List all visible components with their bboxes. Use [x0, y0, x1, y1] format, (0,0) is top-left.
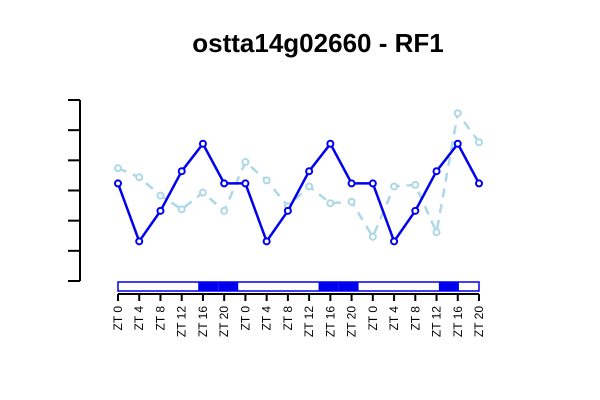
- bar-segment-light: [158, 282, 179, 291]
- bar-segment-light: [418, 282, 439, 291]
- bar-segment-light: [458, 282, 479, 291]
- bar-border: [117, 281, 480, 292]
- data-point: [453, 109, 462, 118]
- data-point: [326, 199, 335, 208]
- x-tick-label: ZT 16: [323, 306, 337, 337]
- chart-title: ostta14g02660 - RF1: [192, 28, 443, 58]
- x-tick-label: ZT 16: [451, 306, 465, 337]
- data-point: [453, 139, 462, 148]
- data-point: [156, 206, 165, 215]
- x-tick-label: ZT 0: [111, 306, 125, 331]
- series-dashed: [114, 109, 483, 241]
- data-point: [368, 232, 377, 241]
- data-point: [262, 237, 271, 246]
- data-point: [305, 167, 314, 176]
- data-point: [347, 197, 356, 206]
- x-tick-label: ZT 20: [345, 306, 359, 337]
- bar-segment-light: [178, 282, 199, 291]
- x-tick-label: ZT 4: [387, 306, 401, 331]
- bar-segment-light: [258, 282, 279, 291]
- data-point: [198, 188, 207, 197]
- bar-segment-light: [278, 282, 299, 291]
- data-point: [177, 167, 186, 176]
- data-point: [241, 158, 250, 167]
- bar-segment-light: [378, 282, 399, 291]
- bar-segment-light: [118, 282, 139, 291]
- data-point: [390, 237, 399, 246]
- x-tick-label: ZT 16: [196, 306, 210, 337]
- series-layer: [114, 109, 483, 246]
- bar-segment-dark: [338, 282, 359, 291]
- y-axis: [68, 99, 81, 282]
- bar-segment-light: [138, 282, 159, 291]
- data-point: [241, 179, 250, 188]
- x-tick-label: ZT 8: [281, 306, 295, 331]
- series-line: [117, 110, 481, 240]
- bar-segment-dark: [438, 282, 459, 291]
- data-point: [432, 167, 441, 176]
- bar-segment-dark: [198, 282, 219, 291]
- series-line: [116, 141, 481, 244]
- bar-segment-dark: [318, 282, 339, 291]
- light-dark-bar: [117, 281, 480, 292]
- data-point: [432, 228, 441, 237]
- data-point: [114, 179, 122, 188]
- data-point: [114, 164, 122, 173]
- bar-segment-light: [398, 282, 419, 291]
- bar-segment-light: [298, 282, 319, 291]
- bar-segment-light: [238, 282, 259, 291]
- data-point: [390, 182, 399, 191]
- data-point: [283, 206, 292, 215]
- x-tick-label: ZT 0: [238, 306, 252, 331]
- x-tick-label: ZT 12: [430, 306, 444, 337]
- data-point: [135, 237, 144, 246]
- data-point: [326, 139, 335, 148]
- data-point: [220, 179, 229, 188]
- x-tick-label: ZT 0: [366, 306, 380, 331]
- data-point: [220, 206, 229, 215]
- x-axis: ZT 0 ZT 4 ZT 8 ZT 12 ZT 16 ZT 20 ZT 0 ZT 4 ZT 8 Z…: [111, 293, 486, 337]
- x-tick-label: ZT 12: [175, 306, 189, 337]
- data-point: [368, 179, 377, 188]
- x-tick-label: ZT 8: [153, 306, 167, 331]
- data-point: [135, 173, 144, 182]
- x-tick-label: ZT 12: [302, 306, 316, 337]
- bar-segment-dark: [218, 282, 239, 291]
- data-point: [411, 180, 420, 189]
- x-tick-label: ZT 4: [260, 306, 274, 331]
- data-point: [177, 205, 186, 214]
- x-tick-label: ZT 20: [217, 306, 231, 337]
- data-point: [411, 206, 420, 215]
- data-point: [347, 179, 356, 188]
- x-tick-label: ZT 4: [132, 306, 146, 331]
- data-point: [305, 182, 314, 191]
- data-point: [156, 191, 165, 200]
- data-point: [262, 176, 271, 185]
- bar-segment-light: [358, 282, 379, 291]
- data-point: [198, 139, 207, 148]
- data-point: [475, 138, 483, 147]
- x-tick-label: ZT 20: [472, 306, 486, 337]
- series-solid: [114, 139, 483, 246]
- x-tick-label: ZT 8: [408, 306, 422, 331]
- data-point: [475, 179, 483, 188]
